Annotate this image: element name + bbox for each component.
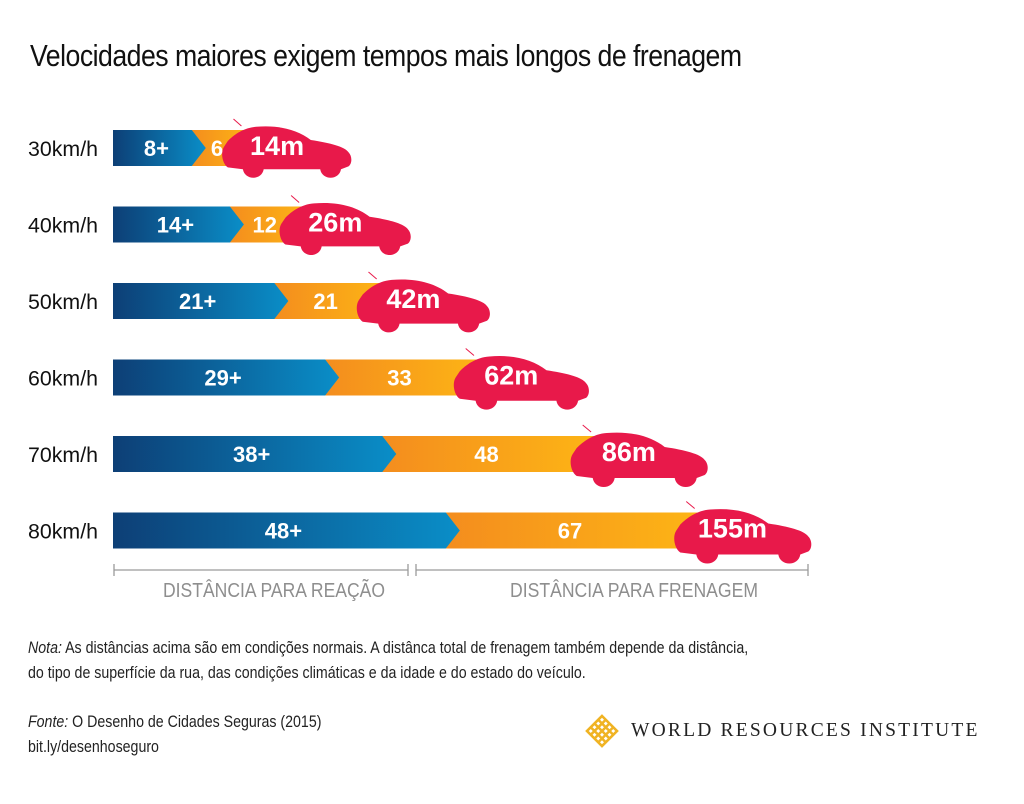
braking-value-label: 33 <box>387 366 411 391</box>
legend-label-braking: DISTÂNCIA PARA FRENAGEM <box>510 579 758 602</box>
note-line-2: do tipo de superfície da rua, das condiç… <box>28 664 586 682</box>
bar-row: 70km/h 38+ 48 86m <box>28 424 708 487</box>
speed-label: 40km/h <box>28 215 98 238</box>
legend-label-reaction: DISTÂNCIA PARA REAÇÃO <box>163 578 385 602</box>
speed-label: 60km/h <box>28 368 98 391</box>
total-car-mark <box>570 432 708 487</box>
reaction-bar <box>113 359 340 396</box>
bar-row: 50km/h 21+ 21 42m <box>28 271 490 333</box>
reaction-value-label: 48+ <box>265 519 302 544</box>
car-antenna <box>233 118 242 127</box>
reaction-bar <box>113 130 206 166</box>
reaction-value-label: 21+ <box>179 289 216 314</box>
car-antenna <box>465 348 475 356</box>
total-car-mark <box>453 356 589 410</box>
reaction-bar <box>113 512 460 549</box>
speed-label: 50km/h <box>28 291 98 314</box>
reaction-value-label: 29+ <box>204 366 241 391</box>
speed-label: 30km/h <box>28 138 98 161</box>
total-value-label: 62m <box>484 361 538 391</box>
chart-area: 30km/h 8+ 6 14m 40km/h 14+ 12 26m 50km/h 21+ 21 42m… <box>28 118 812 602</box>
legend: DISTÂNCIA PARA REAÇÃO DISTÂNCIA PARA FRE… <box>113 564 809 602</box>
braking-bar <box>445 512 703 549</box>
note-line-1: As distâncias acima são em condições nor… <box>61 639 749 657</box>
total-value-label: 155m <box>698 514 767 544</box>
total-value-label: 42m <box>386 284 440 314</box>
source-text: O Desenho de Cidades Seguras (2015) <box>68 713 322 731</box>
braking-bar <box>382 436 599 472</box>
braking-value-label: 67 <box>558 519 582 544</box>
wri-logo: WORLD RESOURCES INSTITUTE <box>585 714 980 748</box>
bar-row: 40km/h 14+ 12 26m <box>28 195 411 256</box>
wri-logo-text: WORLD RESOURCES INSTITUTE <box>631 720 980 741</box>
speed-label: 70km/h <box>28 444 98 467</box>
total-value-label: 86m <box>602 437 656 467</box>
reaction-bar <box>113 283 289 319</box>
total-car-mark <box>222 126 352 178</box>
reaction-bar <box>113 206 244 243</box>
wri-lattice-icon <box>585 714 619 748</box>
reaction-value-label: 14+ <box>157 213 194 238</box>
braking-value-label: 6 <box>211 136 223 161</box>
bar-row: 80km/h 48+ 67 155m <box>28 501 812 564</box>
total-car-mark <box>674 509 812 564</box>
chart-title: Velocidades maiores exigem tempos mais l… <box>30 38 742 73</box>
braking-value-label: 21 <box>313 289 337 314</box>
car-antenna <box>582 424 592 433</box>
source-link[interactable]: bit.ly/desenhoseguro <box>28 738 159 756</box>
reaction-bar <box>113 436 397 472</box>
braking-value-label: 12 <box>253 213 277 238</box>
reaction-value-label: 8+ <box>144 136 169 161</box>
reaction-value-label: 38+ <box>233 442 270 467</box>
bar-row: 60km/h 29+ 33 62m <box>28 348 589 410</box>
note: Nota: As distâncias acima são em condiçõ… <box>28 636 748 686</box>
car-antenna <box>685 501 695 509</box>
note-label: Nota: <box>28 639 62 657</box>
source: Fonte: O Desenho de Cidades Seguras (201… <box>28 710 321 760</box>
bar-row: 30km/h 8+ 6 14m <box>28 118 352 178</box>
total-value-label: 26m <box>308 208 362 238</box>
total-car-mark <box>356 279 490 333</box>
source-label: Fonte: <box>28 713 69 731</box>
car-antenna <box>290 195 300 203</box>
speed-label: 80km/h <box>28 521 98 544</box>
total-car-mark <box>279 202 411 256</box>
total-value-label: 14m <box>250 131 304 161</box>
braking-value-label: 48 <box>474 442 498 467</box>
car-antenna <box>368 271 377 280</box>
